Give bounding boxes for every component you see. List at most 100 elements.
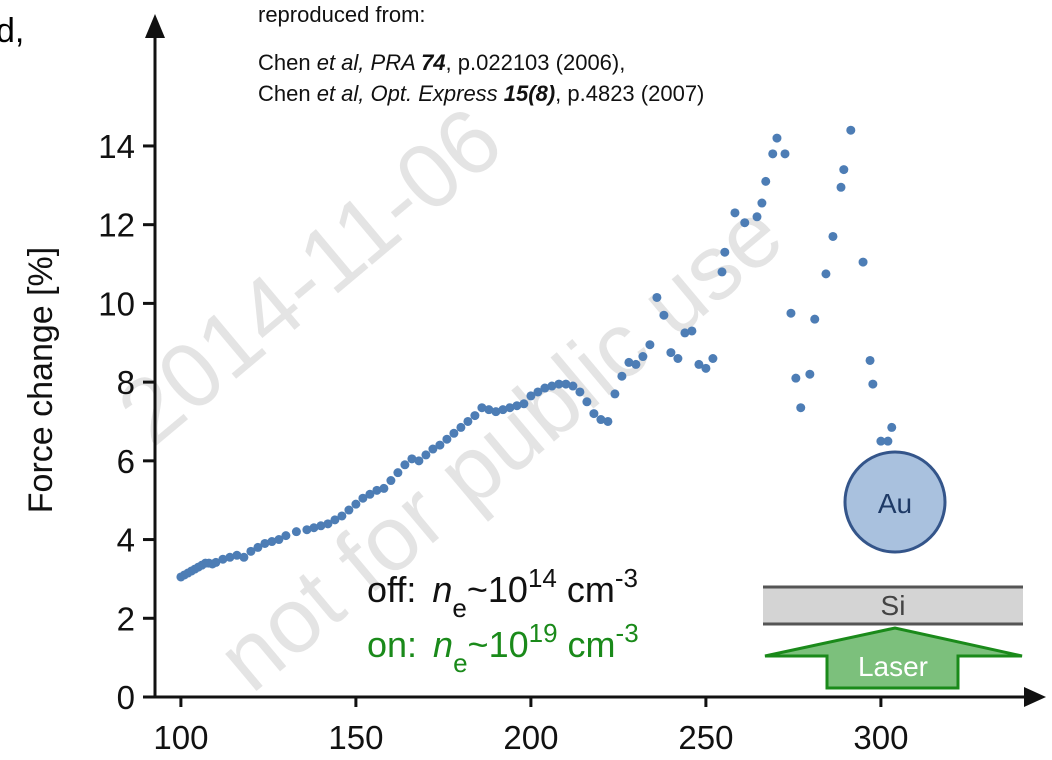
watermark: 2014-11-06 not for public use — [100, 88, 802, 710]
data-point — [673, 354, 683, 363]
y-tick-label: 2 — [117, 600, 135, 637]
ref-volume: 15(8) — [504, 81, 555, 106]
data-point — [680, 328, 690, 338]
data-point — [761, 176, 771, 186]
data-point — [887, 422, 897, 432]
data-point — [589, 409, 599, 419]
data-point — [568, 381, 578, 391]
data-point — [414, 456, 424, 466]
data-point — [260, 538, 270, 548]
data-point — [666, 348, 676, 358]
data-point — [291, 527, 301, 537]
ref-journal: et al, PRA — [317, 50, 421, 75]
ref-author: Chen — [258, 81, 317, 106]
x-tick-label: 300 — [853, 719, 908, 756]
data-point — [836, 182, 846, 192]
data-point — [344, 505, 354, 515]
data-point — [624, 357, 634, 367]
data-point — [246, 546, 256, 556]
data-point — [694, 359, 704, 369]
y-arrow — [145, 14, 165, 38]
density-subscript: e — [453, 648, 467, 678]
data-point — [561, 379, 571, 389]
density-exponent: 19 — [529, 618, 558, 648]
data-point — [407, 454, 417, 464]
data-point — [791, 373, 801, 383]
ref-page: , p.4823 (2007) — [555, 81, 704, 106]
data-point — [828, 231, 838, 241]
data-point — [645, 340, 655, 350]
data-point — [477, 403, 487, 413]
data-point — [218, 554, 228, 564]
diagram: Au Si Laser — [763, 450, 1023, 690]
data-point — [554, 379, 564, 389]
si-plate — [763, 587, 1023, 624]
data-point — [858, 257, 868, 267]
data-point — [337, 511, 347, 521]
data-point — [810, 314, 820, 324]
data-point — [796, 403, 806, 413]
data-point — [400, 460, 410, 470]
state-name: on: — [367, 624, 417, 665]
data-point — [428, 444, 438, 454]
reference: Chen et al, Opt. Express 15(8), p.4823 (… — [258, 81, 704, 106]
y-tick-label: 12 — [98, 207, 135, 244]
data-point — [821, 269, 831, 279]
state-label: on: ne~1019 cm-3 — [367, 618, 639, 678]
data-point — [687, 326, 697, 336]
reference: Chen et al, PRA 74, p.022103 (2006), — [258, 50, 625, 75]
data-point — [730, 208, 740, 218]
data-point — [701, 363, 711, 373]
data-point — [239, 552, 249, 562]
ref-volume: 74 — [421, 50, 445, 75]
data-point — [386, 476, 396, 486]
margin-text: d, — [0, 12, 24, 50]
annotation-heading: reproduced from: — [258, 2, 426, 27]
data-point — [638, 352, 648, 362]
data-point — [768, 149, 778, 159]
data-point — [708, 354, 718, 363]
data-point — [484, 405, 494, 415]
x-arrow — [1024, 687, 1046, 707]
data-point — [603, 416, 613, 426]
density-symbol: n — [433, 624, 453, 665]
data-point — [351, 499, 361, 509]
data-point — [491, 407, 501, 417]
data-point — [805, 369, 815, 379]
data-point — [449, 428, 459, 438]
data-point — [225, 552, 235, 562]
density-exponent: 14 — [528, 563, 557, 593]
data-point — [232, 550, 242, 560]
data-point — [652, 292, 662, 302]
data-point — [876, 436, 886, 446]
data-point — [617, 371, 627, 381]
data-point — [631, 359, 641, 369]
watermark-date: 2014-11-06 — [100, 88, 521, 464]
data-point — [421, 450, 431, 460]
data-point — [211, 557, 221, 567]
data-point — [752, 212, 762, 222]
y-tick-label: 8 — [117, 364, 135, 401]
y-tick-label: 0 — [117, 679, 135, 716]
x-tick-label: 200 — [503, 719, 558, 756]
unit-exponent: -3 — [615, 563, 638, 593]
data-point — [596, 415, 606, 425]
data-point — [274, 535, 284, 545]
data-point — [720, 247, 730, 257]
data-point — [253, 542, 263, 552]
data-point — [582, 397, 592, 407]
data-point — [281, 531, 291, 541]
unit-exponent: -3 — [616, 618, 639, 648]
data-point — [442, 434, 452, 444]
data-point — [470, 411, 480, 421]
data-point — [463, 416, 473, 426]
density-base: ~10 — [468, 624, 529, 665]
data-point — [540, 383, 550, 393]
data-point — [526, 391, 536, 401]
x-tick-label: 250 — [678, 719, 733, 756]
data-point — [498, 405, 508, 415]
density-base: ~10 — [467, 569, 528, 610]
data-point — [435, 440, 445, 450]
state-label: off: ne~1014 cm-3 — [367, 563, 638, 623]
